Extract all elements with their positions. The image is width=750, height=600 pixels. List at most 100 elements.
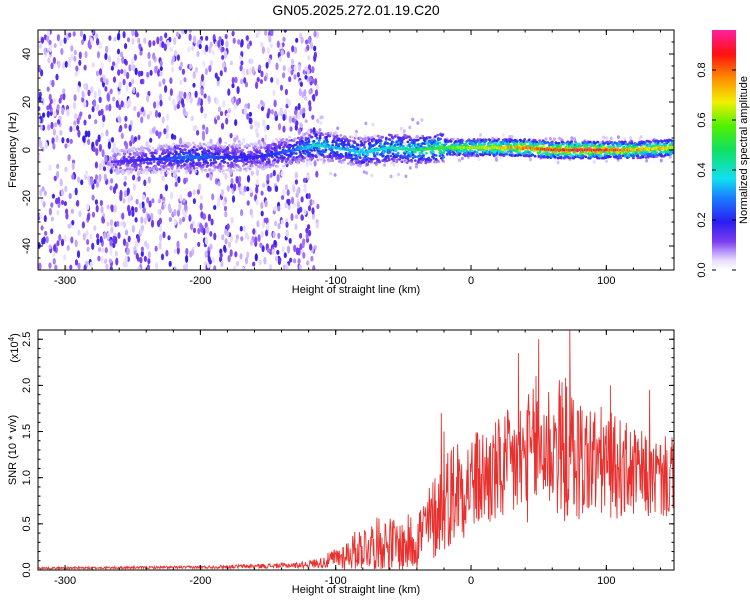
spectrogram-cell: [88, 114, 92, 120]
spectrogram-cell: [155, 168, 159, 172]
spectrogram-cell: [307, 55, 311, 61]
spectrogram-cell: [112, 242, 116, 249]
spectrogram-cell: [248, 151, 251, 154]
spectrogram-cell: [203, 112, 207, 119]
spectrogram-cell: [105, 263, 109, 270]
spectrogram-cell: [192, 141, 195, 145]
spectrogram-cell: [84, 130, 88, 138]
spectrogram-cell: [368, 141, 372, 145]
spectrogram-cell: [120, 100, 124, 108]
spectrogram-cell: [57, 119, 61, 125]
spectrogram-cell: [259, 146, 263, 149]
spectrogram-cell: [135, 198, 139, 205]
spectrogram-cell: [282, 188, 286, 197]
spectrogram-cell: [56, 34, 61, 42]
spectrogram-cell: [373, 134, 377, 138]
spectrogram-cell: [536, 145, 540, 148]
spectrogram-cell: [392, 163, 396, 167]
spectrogram-cell: [47, 57, 51, 64]
spectrogram-cell: [297, 247, 301, 256]
spectrogram-cell: [275, 62, 279, 71]
spectrogram-cell: [48, 39, 52, 46]
spectrogram-cell: [553, 143, 556, 147]
spectrogram-cell: [140, 250, 144, 257]
spectrogram-cell: [79, 30, 83, 37]
spectrogram-cell: [214, 161, 218, 164]
spectrogram-cell: [306, 132, 309, 135]
spectrogram-cell: [161, 147, 165, 150]
spectrogram-cell: [369, 143, 373, 147]
spectrogram-cell: [217, 181, 221, 187]
spectrogram-cell: [282, 164, 285, 168]
spectrogram-cell: [220, 260, 224, 267]
spectrogram-cell: [150, 212, 154, 221]
spectrogram-cell: [127, 204, 131, 213]
spectrogram-cell: [538, 151, 541, 154]
spectrogram-cell: [122, 162, 125, 165]
spectrogram-cell: [83, 264, 87, 270]
spectrogram-cell: [140, 216, 144, 224]
spectrogram-cell: [297, 159, 301, 163]
spectrogram-cell: [255, 168, 260, 177]
chart-title: GN05.2025.272.01.19.C20: [272, 2, 440, 18]
spectrogram-cell: [313, 30, 317, 38]
spectrogram-cell: [584, 151, 588, 155]
spectrogram-cell: [200, 146, 204, 150]
spectrogram-cell: [192, 71, 196, 79]
spectrogram-cell: [260, 190, 264, 196]
spectrogram-cell: [70, 53, 74, 61]
spectrogram-cell: [307, 205, 312, 212]
spectrogram-cell: [355, 155, 359, 159]
spectrogram-cell: [123, 148, 127, 152]
spectrogram-cell: [120, 148, 124, 152]
spectrogram-cell: [557, 141, 561, 145]
spectrogram-cell: [463, 151, 467, 154]
spectrogram-cell: [248, 117, 252, 124]
spectrogram-cell: [575, 151, 579, 155]
spectrogram-cell: [162, 166, 166, 169]
spectrogram-cell: [61, 107, 65, 116]
spectrogram-cell: [168, 95, 172, 102]
spectrogram-cell: [402, 145, 405, 148]
spectrogram-cell: [151, 146, 155, 150]
spectrogram-cell: [265, 61, 269, 69]
spectrogram-cell: [100, 255, 104, 264]
spectrogram-cell: [91, 194, 95, 201]
spectrogram-cell: [324, 132, 328, 136]
spectrogram-cell: [220, 145, 224, 148]
spectrogram-cell: [208, 259, 212, 265]
spectrogram-cell: [343, 158, 346, 161]
spectrogram-cell: [112, 235, 116, 244]
spectrogram-cell: [255, 186, 259, 194]
spectrogram-cell: [202, 142, 206, 146]
spectrogram-cell: [235, 176, 239, 184]
spectrogram-cell: [303, 209, 307, 216]
spectrogram-cell: [144, 154, 148, 158]
spectrogram-cell: [165, 249, 169, 257]
spectrogram-cell: [148, 144, 152, 148]
spectrogram-cell: [155, 149, 159, 153]
spectrogram-cell: [143, 217, 147, 225]
spectrogram-cell: [131, 78, 135, 85]
spectrogram-cell: [241, 190, 246, 196]
spectrogram-cell: [303, 186, 307, 193]
spectrogram-cell: [364, 140, 367, 143]
spectrogram-cell: [427, 156, 431, 160]
spectrogram-cell: [216, 166, 220, 169]
spectrogram-cell: [72, 31, 76, 37]
spectrogram-cell: [284, 202, 288, 209]
spectrogram-cell: [229, 167, 233, 175]
spectrogram-cell: [38, 106, 41, 112]
spectrogram-cell: [94, 199, 98, 205]
spectrogram-cell: [204, 250, 208, 259]
spectrogram-cell: [364, 155, 368, 158]
spectrogram-cell: [230, 145, 234, 148]
spectrogram-cell: [210, 169, 214, 173]
spectrogram-cell: [469, 141, 473, 144]
spectrogram-cell: [102, 114, 106, 123]
spectrogram-cell: [360, 142, 364, 145]
spectrogram-cell: [130, 147, 134, 150]
spectrogram-cell: [332, 137, 336, 141]
spectrogram-cell: [233, 183, 237, 192]
spectrogram-cell: [105, 78, 109, 86]
